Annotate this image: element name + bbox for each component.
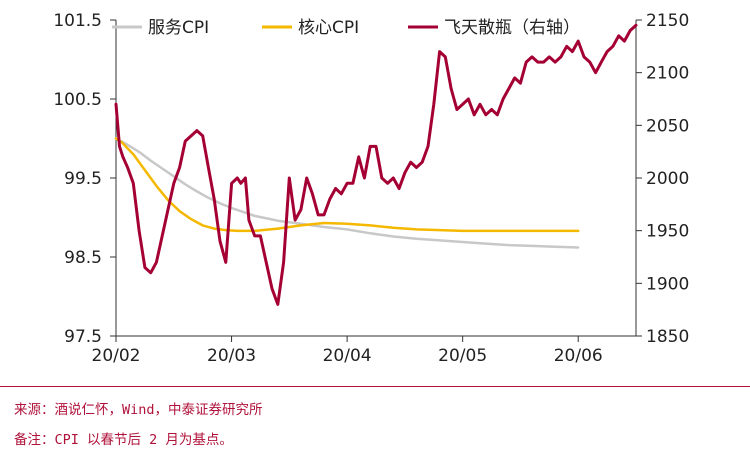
left-tick-label: 98.5: [64, 248, 102, 268]
right-tick-label: 2150: [646, 11, 689, 31]
left-tick-label: 101.5: [53, 11, 102, 31]
source-note: 来源：酒说仁怀，Wind，中泰证券研究所: [14, 402, 263, 418]
x-tick-label: 20/03: [207, 346, 256, 366]
right-axis-ticks: 2150 2100 2050 2000 1950 1900 1850: [636, 11, 689, 347]
series-line-0: [114, 137, 580, 249]
legend-label-2: 飞天散瓶（右轴）: [444, 18, 580, 38]
series-line-1: [114, 137, 580, 233]
x-axis-ticks: 20/02 20/03 20/04 20/05 20/06: [92, 336, 603, 366]
footer-divider: [0, 386, 750, 387]
x-tick-label: 20/06: [554, 346, 603, 366]
right-tick-label: 2000: [646, 169, 689, 189]
left-tick-label: 97.5: [64, 327, 102, 347]
legend-label-0: 服务CPI: [148, 18, 209, 38]
series-layer: [114, 23, 638, 306]
right-tick-label: 2100: [646, 64, 689, 84]
chart: 101.5 100.5 99.5 98.5 97.5 2150 2100 2050 2000 1…: [53, 11, 689, 366]
x-tick-label: 20/02: [92, 346, 141, 366]
legend-label-1: 核心CPI: [298, 18, 359, 38]
right-tick-label: 1950: [646, 222, 689, 242]
series-line-2: [114, 23, 638, 306]
right-tick-label: 2050: [646, 116, 689, 136]
legend: 服务CPI 核心CPI 飞天散瓶（右轴）: [112, 18, 580, 38]
x-tick-label: 20/04: [323, 346, 372, 366]
left-tick-label: 100.5: [53, 90, 102, 110]
right-tick-label: 1900: [646, 274, 689, 294]
remark-note: 备注：CPI 以春节后 2 月为基点。: [14, 432, 233, 448]
left-axis-ticks: 101.5 100.5 99.5 98.5 97.5: [53, 11, 116, 347]
left-tick-label: 99.5: [64, 169, 102, 189]
x-tick-label: 20/05: [438, 346, 487, 366]
right-tick-label: 1850: [646, 327, 689, 347]
plot-area: [115, 20, 637, 337]
